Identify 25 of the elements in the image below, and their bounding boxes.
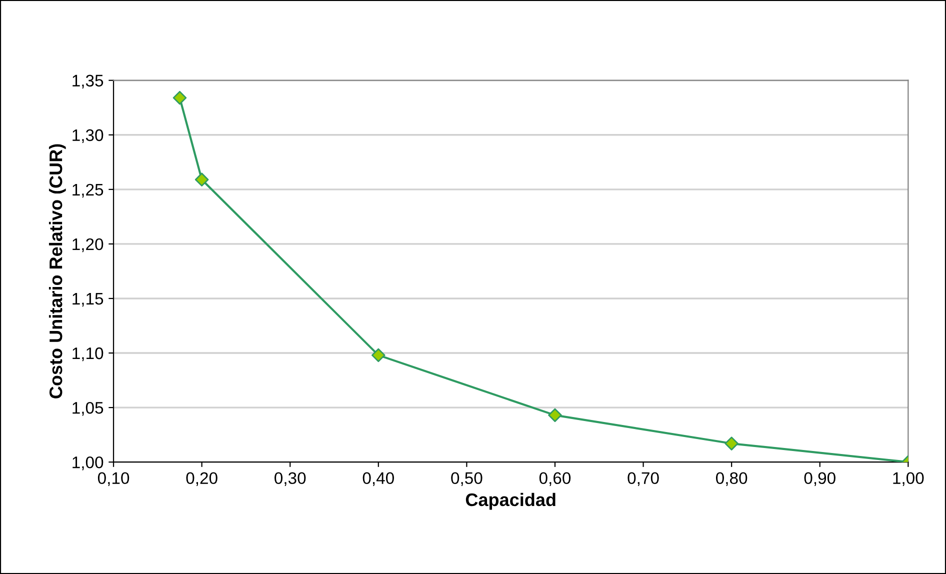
- x-tick-label: 0,80: [716, 472, 748, 486]
- y-tick-label: 1,25: [72, 184, 104, 198]
- x-tick-label: 0,10: [98, 472, 130, 486]
- y-tick-label: 1,35: [72, 74, 104, 89]
- x-tick-label: 0,70: [628, 472, 659, 486]
- x-tick-label: 0,30: [274, 472, 306, 486]
- point: [172, 90, 187, 105]
- y-tick-label: 1,05: [72, 402, 104, 416]
- point: [724, 436, 738, 450]
- y-axis-title: Costo Unitario Relativo (CUR): [48, 144, 66, 398]
- x-tick-label: 0,40: [362, 472, 394, 486]
- y-tick-label: 1,20: [72, 238, 104, 252]
- x-tick-label: 0,60: [539, 472, 571, 486]
- y-tick-label: 1,00: [72, 456, 104, 470]
- y-tick-label: 1,30: [72, 129, 104, 144]
- point: [194, 172, 209, 187]
- y-tick-label: 1,10: [72, 347, 104, 362]
- x-tick-label: 1,00: [893, 472, 924, 486]
- x-tick-label: 0,50: [451, 472, 482, 486]
- x-tick-label: 0,20: [186, 472, 218, 486]
- y-tick-label: 1,15: [72, 293, 104, 307]
- x-tick-label: 0,90: [804, 472, 836, 486]
- point: [548, 408, 562, 422]
- x-axis-title: Capacidad: [466, 492, 556, 510]
- point: [371, 348, 386, 362]
